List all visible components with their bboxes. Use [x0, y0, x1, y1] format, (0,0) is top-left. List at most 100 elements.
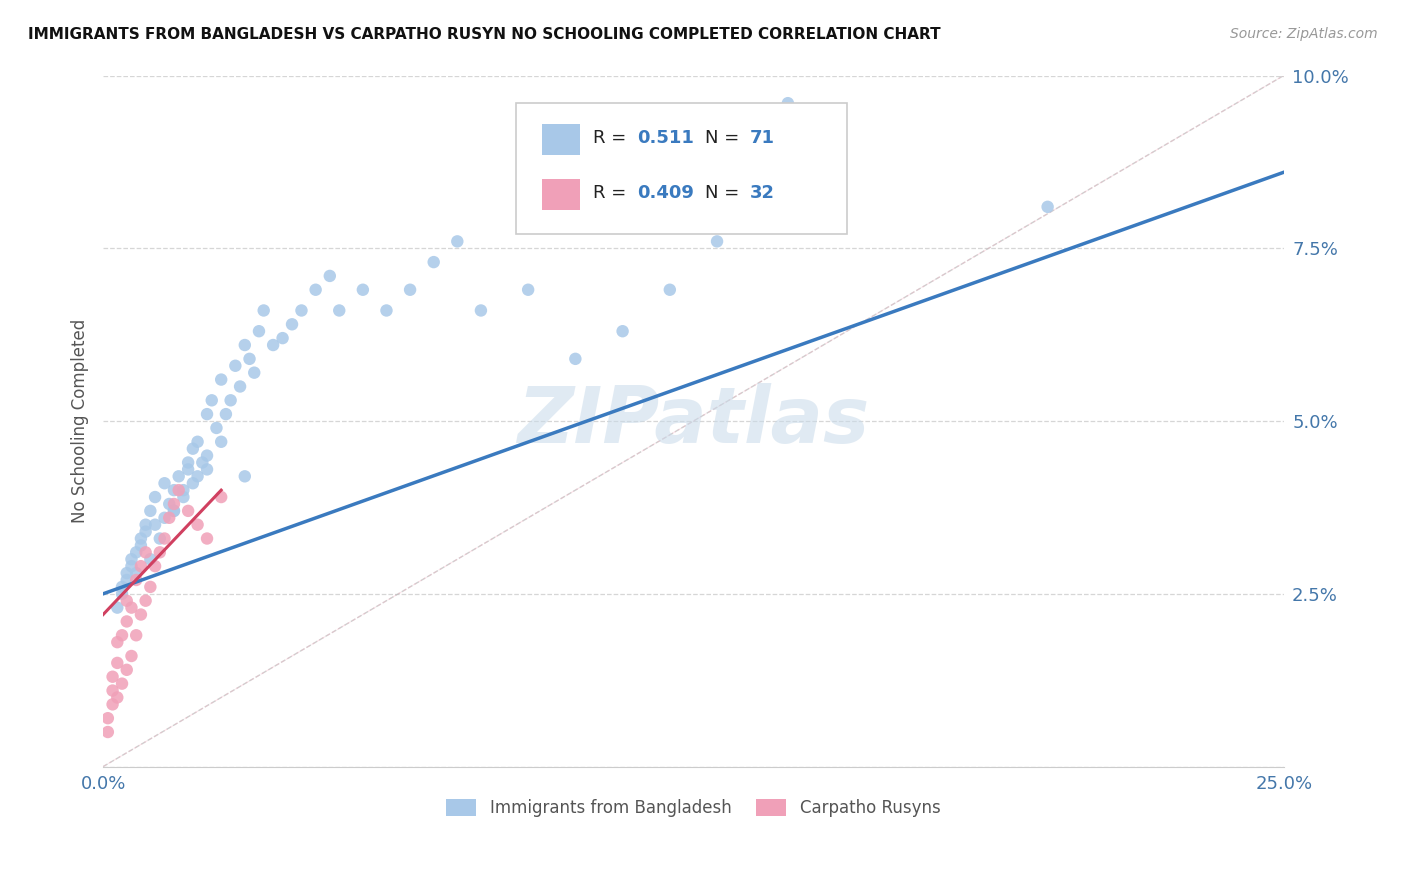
Point	[115, 593, 138, 607]
Point	[612, 324, 634, 338]
Point	[205, 421, 228, 435]
Legend: Immigrants from Bangladesh, Carpatho Rusyns: Immigrants from Bangladesh, Carpatho Rus…	[440, 792, 948, 824]
Text: 0.409: 0.409	[637, 184, 693, 202]
Point	[172, 483, 194, 497]
Point	[153, 476, 176, 491]
Point	[111, 587, 134, 601]
Point	[187, 517, 209, 532]
Point	[121, 648, 143, 663]
Point	[177, 504, 200, 518]
Point	[229, 379, 252, 393]
Point	[163, 504, 186, 518]
Point	[135, 524, 157, 539]
Point	[209, 434, 232, 449]
FancyBboxPatch shape	[543, 124, 581, 155]
Point	[304, 283, 326, 297]
Text: R =: R =	[593, 184, 633, 202]
Point	[97, 711, 120, 725]
Point	[149, 545, 172, 559]
Text: 32: 32	[751, 184, 775, 202]
Point	[191, 456, 214, 470]
Point	[143, 559, 166, 574]
Point	[129, 559, 152, 574]
Point	[281, 318, 304, 332]
Point	[253, 303, 276, 318]
Point	[115, 573, 138, 587]
Point	[262, 338, 284, 352]
Point	[209, 490, 232, 504]
Point	[101, 698, 124, 712]
Point	[157, 497, 180, 511]
Point	[129, 607, 152, 622]
Point	[658, 283, 681, 297]
Point	[129, 532, 152, 546]
Point	[243, 366, 266, 380]
Point	[101, 683, 124, 698]
Point	[172, 490, 194, 504]
Point	[446, 235, 468, 249]
Point	[125, 545, 148, 559]
Point	[163, 504, 186, 518]
Point	[125, 628, 148, 642]
Point	[290, 303, 312, 318]
Point	[167, 483, 190, 497]
Point	[111, 676, 134, 690]
Point	[776, 96, 799, 111]
Point	[195, 532, 218, 546]
Point	[143, 517, 166, 532]
Point	[233, 338, 256, 352]
Text: N =: N =	[706, 128, 745, 146]
Point	[181, 476, 204, 491]
Point	[1036, 200, 1059, 214]
Point	[135, 517, 157, 532]
Point	[115, 663, 138, 677]
Point	[224, 359, 246, 373]
Text: ZIPatlas: ZIPatlas	[517, 383, 869, 459]
Point	[111, 580, 134, 594]
FancyBboxPatch shape	[543, 179, 581, 211]
Point	[157, 510, 180, 524]
Point	[121, 600, 143, 615]
Point	[177, 462, 200, 476]
Point	[125, 573, 148, 587]
Text: N =: N =	[706, 184, 745, 202]
Point	[187, 469, 209, 483]
Point	[143, 490, 166, 504]
Point	[149, 532, 172, 546]
Point	[238, 351, 260, 366]
Point	[135, 545, 157, 559]
Point	[247, 324, 270, 338]
Point	[115, 615, 138, 629]
Point	[375, 303, 398, 318]
Point	[163, 483, 186, 497]
Point	[195, 462, 218, 476]
Point	[233, 469, 256, 483]
Point	[163, 497, 186, 511]
Point	[101, 670, 124, 684]
Point	[105, 635, 128, 649]
Point	[328, 303, 350, 318]
Point	[201, 393, 224, 408]
Point	[352, 283, 374, 297]
Text: R =: R =	[593, 128, 633, 146]
Point	[564, 351, 586, 366]
Point	[121, 552, 143, 566]
Point	[135, 593, 157, 607]
Point	[517, 283, 540, 297]
Point	[177, 456, 200, 470]
Point	[153, 510, 176, 524]
Text: Source: ZipAtlas.com: Source: ZipAtlas.com	[1230, 27, 1378, 41]
Point	[319, 268, 342, 283]
Point	[153, 532, 176, 546]
Point	[121, 559, 143, 574]
Point	[706, 235, 728, 249]
Point	[115, 566, 138, 580]
Point	[209, 373, 232, 387]
Point	[470, 303, 492, 318]
Point	[97, 725, 120, 739]
Text: IMMIGRANTS FROM BANGLADESH VS CARPATHO RUSYN NO SCHOOLING COMPLETED CORRELATION : IMMIGRANTS FROM BANGLADESH VS CARPATHO R…	[28, 27, 941, 42]
Point	[105, 690, 128, 705]
Point	[139, 552, 162, 566]
Point	[195, 407, 218, 421]
Y-axis label: No Schooling Completed: No Schooling Completed	[72, 319, 89, 524]
